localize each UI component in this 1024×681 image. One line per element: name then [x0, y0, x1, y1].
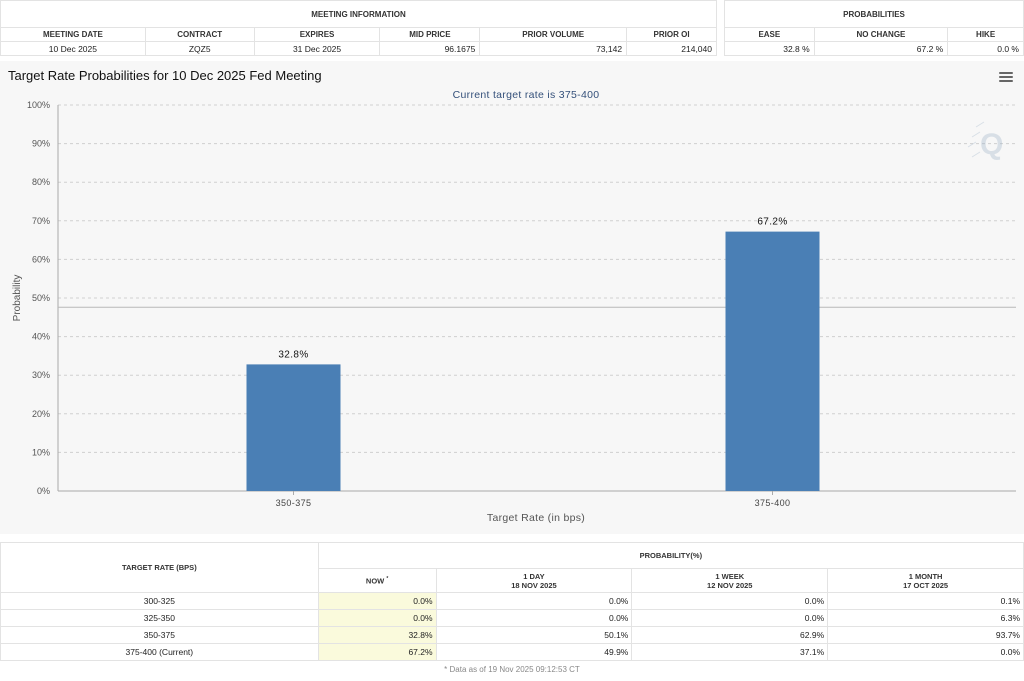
hike-header: HIKE: [947, 27, 1024, 42]
data-label: 67.2%: [757, 217, 787, 228]
no-change-value: 67.2 %: [813, 41, 949, 56]
svg-text:Q: Q: [980, 128, 1003, 161]
bar-350-375: [246, 364, 341, 491]
probabilities-title: PROBABILITIES: [724, 0, 1024, 28]
now-cell: 0.0%: [317, 592, 437, 610]
contract-value: ZQZ5: [144, 41, 255, 56]
chart-title: Target Rate Probabilities for 10 Dec 202…: [8, 68, 322, 83]
y-tick-label: 30%: [32, 370, 50, 380]
y-tick-label: 0%: [37, 486, 50, 496]
data-label: 32.8%: [278, 349, 308, 360]
no-change-header: NO CHANGE: [813, 27, 949, 42]
hike-value: 0.0 %: [947, 41, 1024, 56]
one-day-cell: 49.9%: [435, 643, 633, 661]
table-row: 325-350 0.0% 0.0% 0.0% 6.3%: [0, 609, 1024, 627]
prior-volume-value: 73,142: [479, 41, 628, 56]
bar-375-400: [725, 231, 820, 491]
y-tick-label: 10%: [32, 447, 50, 457]
one-day-cell: 0.0%: [435, 592, 633, 610]
mid-price-value: 96.1675: [379, 41, 481, 56]
rate-cell: 375-400 (Current): [0, 643, 319, 661]
prior-oi-header: PRIOR OI: [626, 27, 717, 42]
one-week-header: 1 WEEK 12 NOV 2025: [631, 568, 829, 593]
y-tick-label: 60%: [32, 254, 50, 264]
table-row: 350-375 32.8% 50.1% 62.9% 93.7%: [0, 626, 1024, 644]
one-month-cell: 6.3%: [827, 609, 1024, 627]
one-day-cell: 50.1%: [435, 626, 633, 644]
y-tick-label: 100%: [27, 100, 50, 110]
meeting-date-header: MEETING DATE: [0, 27, 146, 42]
mid-price-header: MID PRICE: [379, 27, 481, 42]
rate-cell: 350-375: [0, 626, 319, 644]
y-tick-label: 90%: [32, 139, 50, 149]
target-rate-probability-table: TARGET RATE (BPS) PROBABILITY(%) NOW * 1…: [0, 542, 1024, 679]
probability-group-header: PROBABILITY(%): [317, 542, 1024, 569]
one-month-cell: 0.1%: [827, 592, 1024, 610]
rate-cell: 325-350: [0, 609, 319, 627]
probabilities-table: PROBABILITIES EASE NO CHANGE HIKE 32.8 %…: [724, 0, 1024, 56]
now-cell: 32.8%: [317, 626, 437, 644]
now-cell: 0.0%: [317, 609, 437, 627]
y-tick-label: 40%: [32, 332, 50, 342]
expires-header: EXPIRES: [253, 27, 381, 42]
target-rate-header: TARGET RATE (BPS): [0, 542, 319, 593]
y-tick-label: 50%: [32, 293, 50, 303]
x-tick-label: 375-400: [755, 498, 791, 508]
ease-header: EASE: [724, 27, 815, 42]
rate-cell: 300-325: [0, 592, 319, 610]
one-day-cell: 0.0%: [435, 609, 633, 627]
one-week-cell: 0.0%: [631, 609, 829, 627]
meeting-information-table: MEETING INFORMATION MEETING DATE CONTRAC…: [0, 0, 717, 56]
now-cell: 67.2%: [317, 643, 437, 661]
prior-oi-value: 214,040: [626, 41, 717, 56]
table-row: 375-400 (Current) 67.2% 49.9% 37.1% 0.0%: [0, 643, 1024, 661]
one-day-header: 1 DAY 18 NOV 2025: [435, 568, 633, 593]
y-tick-label: 20%: [32, 409, 50, 419]
now-header: NOW *: [317, 568, 437, 593]
one-month-header: 1 MONTH 17 OCT 2025: [827, 568, 1024, 593]
one-week-cell: 0.0%: [631, 592, 829, 610]
target-rate-chart: Target Rate Probabilities for 10 Dec 202…: [8, 68, 1016, 524]
prior-volume-header: PRIOR VOLUME: [479, 27, 628, 42]
contract-header: CONTRACT: [144, 27, 255, 42]
y-tick-label: 70%: [32, 216, 50, 226]
hamburger-menu-icon[interactable]: [999, 72, 1013, 84]
one-week-cell: 37.1%: [631, 643, 829, 661]
data-timestamp-footnote: * Data as of 19 Nov 2025 09:12:53 CT: [444, 665, 580, 675]
meeting-information-title: MEETING INFORMATION: [0, 0, 717, 28]
y-tick-label: 80%: [32, 177, 50, 187]
one-month-cell: 93.7%: [827, 626, 1024, 644]
expires-value: 31 Dec 2025: [253, 41, 381, 56]
one-week-cell: 62.9%: [631, 626, 829, 644]
q-logo-icon: Q: [967, 121, 1003, 161]
chart-panel: Target Rate Probabilities for 10 Dec 202…: [0, 61, 1024, 534]
x-axis-title: Target Rate (in bps): [487, 512, 585, 524]
table-row: 300-325 0.0% 0.0% 0.0% 0.1%: [0, 592, 1024, 610]
ease-value: 32.8 %: [724, 41, 815, 56]
meeting-date-value: 10 Dec 2025: [0, 41, 146, 56]
x-tick-label: 350-375: [276, 498, 312, 508]
one-month-cell: 0.0%: [827, 643, 1024, 661]
chart-subtitle: Current target rate is 375-400: [453, 89, 600, 101]
y-axis-title: Probability: [12, 275, 23, 322]
